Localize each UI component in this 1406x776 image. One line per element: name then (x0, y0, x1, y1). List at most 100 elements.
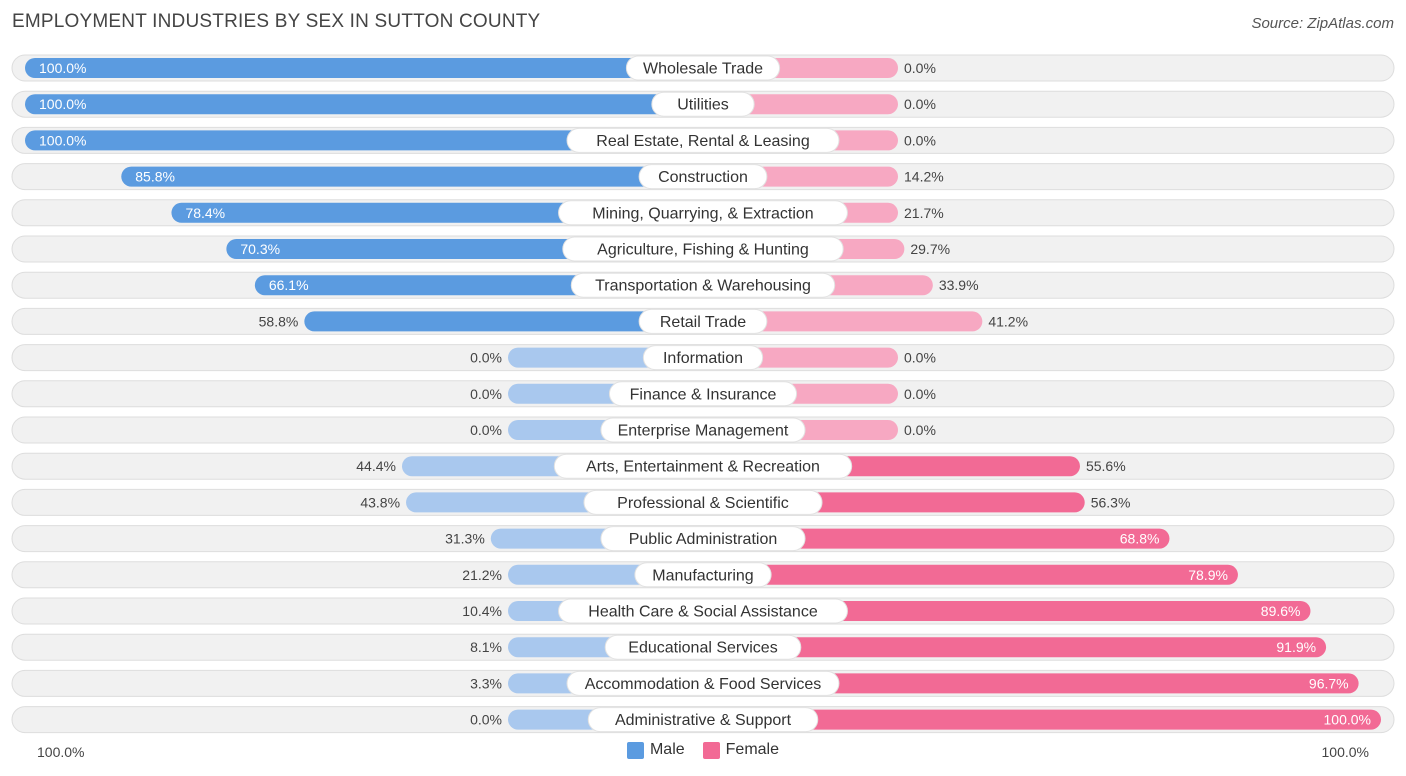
male-value-label: 10.4% (462, 603, 502, 619)
category-label: Enterprise Management (618, 423, 789, 440)
female-value-label: 89.6% (1261, 603, 1301, 619)
female-bar (703, 637, 1327, 658)
legend-item-female[interactable]: Female (702, 741, 780, 759)
female-value-label: 33.9% (939, 277, 979, 293)
male-value-label: 0.0% (470, 350, 502, 366)
female-value-label: 41.2% (988, 313, 1028, 329)
category-label: Arts, Entertainment & Recreation (586, 459, 820, 476)
female-value-label: 56.3% (1091, 494, 1131, 510)
category-label: Information (663, 350, 743, 367)
male-value-label: 43.8% (360, 494, 400, 510)
male-bar (25, 94, 703, 115)
male-value-label: 44.4% (356, 458, 396, 474)
legend-label-male: Male (649, 741, 685, 758)
category-pill (600, 526, 806, 552)
category-label: Agriculture, Fishing & Hunting (597, 242, 809, 259)
category-pill (642, 345, 764, 371)
male-value-label: 70.3% (240, 241, 280, 257)
axis-right-label: 100.0% (1321, 744, 1369, 760)
female-value-label: 0.0% (904, 132, 936, 148)
male-bar (25, 58, 703, 78)
category-pill (587, 707, 819, 733)
male-value-label: 78.4% (185, 205, 225, 221)
legend-item-male[interactable]: Male (626, 741, 685, 759)
male-value-label: 100.0% (39, 60, 86, 76)
category-label: Educational Services (628, 640, 777, 657)
female-value-label: 14.2% (904, 169, 944, 185)
male-bar (304, 311, 703, 332)
category-pill (570, 272, 836, 298)
female-value-label: 21.7% (904, 205, 944, 221)
legend: Male Female (0, 741, 1406, 759)
female-value-label: 29.7% (910, 241, 950, 257)
male-value-label: 31.3% (445, 531, 485, 547)
category-label: Real Estate, Rental & Leasing (596, 133, 809, 150)
category-pill (638, 308, 768, 334)
category-label: Retail Trade (660, 314, 746, 331)
male-value-label: 8.1% (470, 639, 502, 655)
category-label: Manufacturing (652, 567, 753, 584)
legend-label-female: Female (725, 741, 780, 758)
male-value-label: 85.8% (135, 169, 175, 185)
category-label: Transportation & Warehousing (595, 278, 811, 295)
category-pill (558, 200, 848, 226)
male-bar (121, 166, 703, 187)
category-label: Finance & Insurance (630, 386, 777, 403)
male-bar (25, 130, 703, 151)
female-value-label: 100.0% (1324, 712, 1371, 728)
female-value-label: 0.0% (904, 96, 936, 112)
category-pill (566, 670, 840, 696)
male-value-label: 3.3% (470, 675, 502, 691)
category-pill (553, 453, 853, 479)
male-value-label: 58.8% (259, 313, 299, 329)
axis-left-label: 100.0% (37, 744, 85, 760)
male-value-label: 100.0% (39, 132, 86, 148)
category-label: Health Care & Social Assistance (588, 604, 818, 621)
female-bar (703, 601, 1311, 621)
female-value-label: 78.9% (1188, 567, 1228, 583)
female-bar (703, 673, 1359, 694)
female-bar (703, 564, 1238, 585)
category-label: Accommodation & Food Services (585, 676, 822, 693)
female-value-label: 91.9% (1276, 639, 1316, 655)
legend-swatch-female (702, 741, 720, 759)
female-value-label: 0.0% (904, 422, 936, 438)
chart-title: EMPLOYMENT INDUSTRIES BY SEX IN SUTTON C… (12, 11, 541, 32)
category-pill (651, 91, 755, 117)
female-bar (703, 528, 1170, 549)
category-pill (583, 489, 823, 515)
category-pill (604, 634, 802, 660)
category-pill (608, 381, 798, 407)
female-value-label: 0.0% (904, 386, 936, 402)
category-pill (638, 164, 768, 190)
source-label: Source: ZipAtlas.com (1251, 15, 1394, 32)
category-label: Utilities (677, 97, 729, 114)
category-label: Administrative & Support (615, 712, 792, 729)
category-pill (600, 417, 806, 443)
female-value-label: 0.0% (904, 350, 936, 366)
category-pill (562, 236, 844, 262)
female-value-label: 0.0% (904, 60, 936, 76)
female-bar (703, 709, 1381, 730)
category-label: Construction (658, 169, 748, 186)
male-value-label: 0.0% (470, 422, 502, 438)
female-value-label: 68.8% (1120, 531, 1160, 547)
category-label: Mining, Quarrying, & Extraction (592, 205, 813, 222)
category-pill (625, 55, 781, 81)
female-value-label: 96.7% (1309, 675, 1349, 691)
category-pill (634, 562, 772, 588)
male-value-label: 100.0% (39, 96, 86, 112)
male-value-label: 21.2% (462, 567, 502, 583)
female-value-label: 55.6% (1086, 458, 1126, 474)
category-pill (558, 598, 848, 624)
category-label: Public Administration (629, 531, 778, 548)
category-label: Wholesale Trade (643, 61, 763, 78)
male-value-label: 66.1% (269, 277, 309, 293)
male-value-label: 0.0% (470, 712, 502, 728)
category-label: Professional & Scientific (617, 495, 789, 512)
female-bar (703, 311, 983, 332)
legend-swatch-male (626, 741, 644, 759)
category-pill (566, 127, 840, 153)
male-value-label: 0.0% (470, 386, 502, 402)
